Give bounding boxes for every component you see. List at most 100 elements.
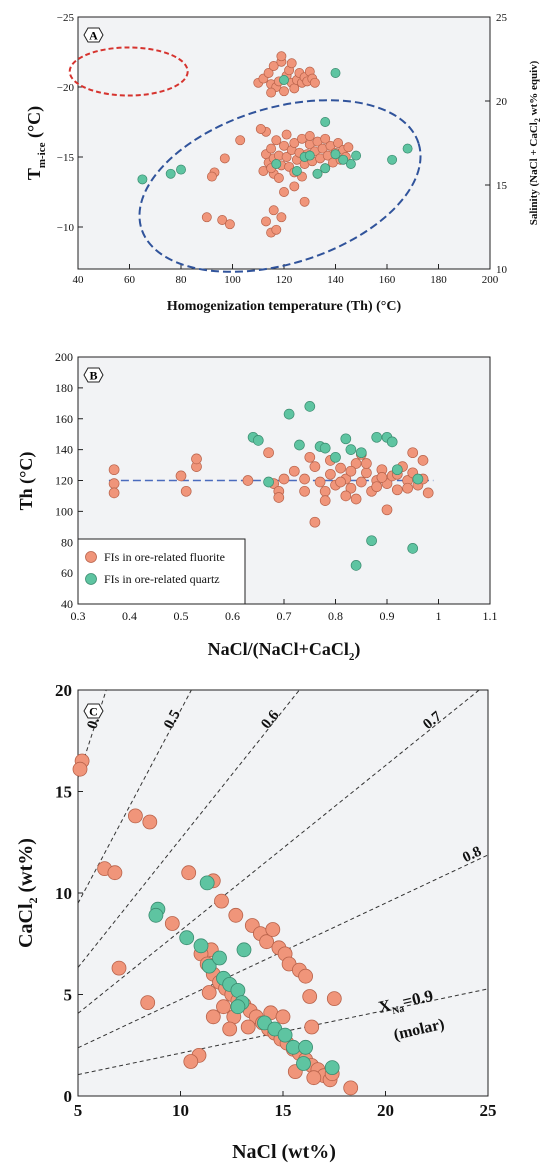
- point-fluorite: [111, 960, 127, 976]
- point-fluorite: [216, 999, 231, 1015]
- point-quartz: [304, 150, 315, 161]
- point-quartz: [320, 163, 331, 174]
- point-fluorite: [228, 907, 244, 923]
- panel-b-legend: FIs in ore-related fluorite FIs in ore-r…: [77, 538, 246, 605]
- point-fluorite: [319, 495, 331, 506]
- legend-box: [77, 538, 246, 605]
- point-fluorite: [142, 814, 158, 830]
- point-fluorite: [266, 87, 277, 98]
- panel-a-y2-tick-label: 15: [496, 180, 508, 192]
- point-fluorite: [304, 451, 316, 463]
- panel-b-y-tick-label: 80: [61, 535, 73, 549]
- point-quartz: [304, 401, 316, 412]
- point-fluorite: [183, 1054, 199, 1069]
- point-fluorite: [265, 922, 281, 937]
- panel-c-x-tick-label: 15: [275, 1101, 292, 1120]
- point-quartz: [236, 942, 252, 958]
- panel-c-y-axis-label: CaCl2 (wt%): [15, 838, 40, 948]
- panel-a-x-tick-label: 140: [327, 274, 344, 286]
- point-quartz: [294, 439, 305, 451]
- group-ellipse-blue: [138, 99, 422, 273]
- point-quartz: [412, 473, 424, 485]
- point-quartz: [350, 560, 362, 571]
- point-fluorite: [108, 464, 120, 476]
- panel-b-y-tick-label: 100: [55, 504, 73, 518]
- point-fluorite: [333, 138, 344, 148]
- isopleth-label: 0.5: [161, 708, 184, 732]
- point-fluorite: [164, 916, 180, 931]
- panel-b-y-tick-label: 180: [55, 381, 73, 395]
- point-fluorite: [273, 492, 285, 503]
- point-fluorite: [340, 490, 352, 502]
- panel-a-x-tick-label: 200: [482, 274, 499, 286]
- point-fluorite: [422, 487, 434, 499]
- point-fluorite: [276, 212, 287, 223]
- point-quartz: [252, 435, 264, 446]
- point-fluorite: [205, 1009, 221, 1025]
- panel-a-x-tick-label: 120: [276, 274, 293, 286]
- panel-c-x-tick-label: 5: [74, 1101, 83, 1120]
- point-quartz: [193, 938, 209, 954]
- panel-a-y2-tick-label: 25: [496, 12, 508, 24]
- point-quartz: [355, 447, 367, 459]
- point-fluorite: [181, 865, 197, 881]
- isopleth-line: [77, 689, 480, 1014]
- point-fluorite: [259, 934, 275, 950]
- point-quartz: [199, 875, 215, 891]
- point-fluorite: [281, 129, 292, 140]
- point-quartz: [263, 476, 274, 488]
- point-fluorite: [306, 1070, 322, 1086]
- panel-c-badge: [83, 703, 104, 719]
- point-quartz: [165, 168, 176, 179]
- point-fluorite: [371, 481, 383, 493]
- point-fluorite: [335, 476, 346, 488]
- point-fluorite: [279, 187, 289, 197]
- point-quartz: [298, 1039, 314, 1055]
- legend-marker-quartz: [85, 573, 97, 585]
- point-quartz: [277, 1027, 293, 1043]
- panel-b-x-tick-label: 1: [436, 609, 442, 623]
- panel-a-x-tick-label: 100: [224, 274, 241, 286]
- point-fluorite: [376, 472, 388, 483]
- point-fluorite: [343, 142, 354, 153]
- point-fluorite: [286, 58, 297, 69]
- panel-c-x-tick-label: 20: [377, 1101, 394, 1120]
- panel-b-x-tick-label: 0.3: [71, 609, 86, 623]
- panel-b-x-tick-label: 1.1: [483, 609, 498, 623]
- point-fluorite: [219, 153, 230, 164]
- point-fluorite: [319, 485, 331, 497]
- panel-a-y2-tick-label: 10: [496, 264, 508, 276]
- point-quartz: [371, 431, 383, 443]
- panel-a-y-tick-label: −25: [57, 12, 75, 24]
- panel-a-y-tick-label: −10: [57, 222, 75, 234]
- panel-c-x-tick-label: 10: [172, 1101, 189, 1120]
- point-fluorite: [299, 473, 310, 485]
- point-fluorite: [298, 968, 314, 984]
- panel-c-y-tick-label: 10: [55, 884, 72, 903]
- panel-b-x-tick-label: 0.7: [277, 609, 292, 623]
- point-fluorite: [281, 152, 292, 162]
- panel-a-letter: A: [89, 29, 98, 43]
- isopleth-line: [77, 689, 300, 968]
- point-fluorite: [261, 216, 271, 227]
- point-fluorite: [299, 196, 310, 207]
- point-fluorite: [180, 485, 192, 497]
- point-fluorite: [309, 461, 321, 472]
- point-quartz: [324, 1060, 340, 1075]
- panel-b-y-tick-label: 120: [55, 474, 73, 488]
- point-fluorite: [325, 468, 336, 480]
- point-quartz: [230, 999, 246, 1015]
- point-quartz: [201, 958, 217, 974]
- point-fluorite: [222, 1021, 238, 1037]
- point-quartz: [283, 408, 295, 420]
- panel-a-ellipses: [68, 46, 422, 273]
- point-quartz: [351, 150, 362, 161]
- point-fluorite: [201, 985, 217, 1000]
- point-quartz: [179, 930, 195, 946]
- point-quartz: [312, 168, 323, 179]
- point-fluorite: [350, 493, 362, 505]
- point-fluorite: [201, 212, 212, 223]
- panel-a-points: [137, 51, 413, 238]
- point-fluorite: [391, 484, 403, 496]
